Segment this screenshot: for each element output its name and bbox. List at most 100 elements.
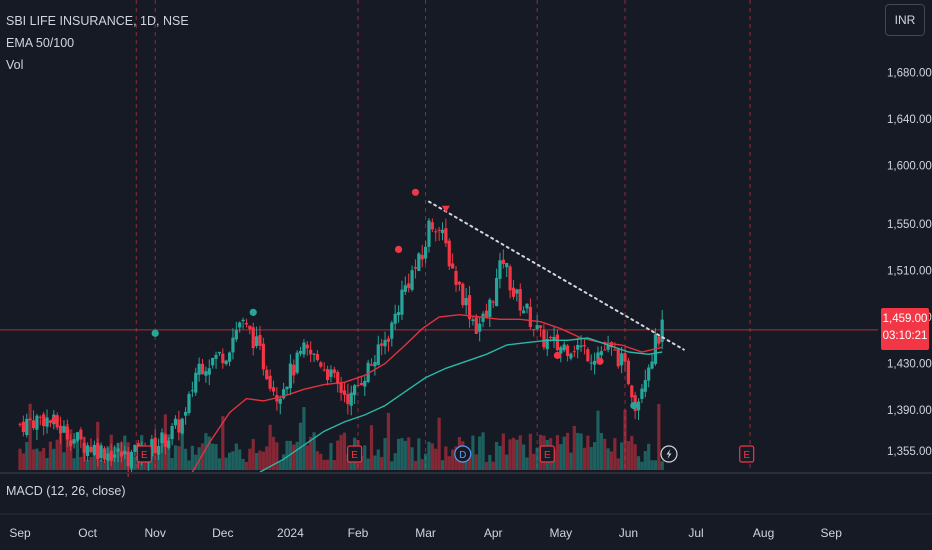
candle-body [380,343,384,346]
candle-body [28,419,32,421]
volume-bar [244,461,249,470]
earnings-flag-icon[interactable]: E [347,445,363,463]
candle-body [626,360,630,385]
candle-body [430,222,434,230]
price-tick-label: 1,390.00 [887,405,932,417]
volume-bar [386,412,391,470]
volume-bar [593,442,597,470]
candle-body [89,446,93,453]
earnings-flag-icon[interactable]: E [739,445,755,463]
candle-body [102,448,107,460]
candle-body [346,393,350,405]
volume-bar [481,432,485,470]
volume-bar [589,447,593,470]
volume-bar [403,440,407,470]
price-axis-bg [878,0,932,472]
volume-bar [609,451,614,470]
volume-bar [636,456,641,470]
candle-body [156,446,161,455]
candle-body [187,393,191,413]
signal-markers [51,188,638,424]
volume-bar [582,447,587,470]
volume-bar [396,438,401,470]
candle-body [75,432,80,441]
candle-body [261,343,265,370]
candle-body [160,432,164,443]
candle-body [227,352,232,362]
candle-body [467,295,472,320]
last-price-value: 1,459.00 [882,313,928,325]
candle-body [241,319,245,322]
ema-legend[interactable]: EMA 50/100 [6,36,75,50]
volume-bar [569,452,573,470]
candle-body [319,362,323,367]
candle-body [593,360,597,365]
earnings-marker-box [739,445,755,463]
volume-bar [417,438,421,470]
lightning-icon[interactable] [660,445,678,463]
time-tick-label: May [549,526,572,540]
candle-body [440,229,445,234]
volume-bar [383,438,387,470]
price-axis[interactable]: 1,355.001,390.001,430.001,470.001,510.00… [878,0,932,472]
pane-dividers [0,472,932,515]
volume-bar [329,443,333,470]
volume-bar [505,454,509,470]
volume-legend[interactable]: Vol [6,58,24,72]
candle-body [484,310,489,318]
volume-bars [18,403,664,470]
candle-body [48,420,53,423]
candle-body [359,382,363,386]
candle-body [420,254,424,260]
volume-bar [45,457,49,470]
candle-body [234,329,238,340]
volume-bar [555,435,560,470]
volume-bar [522,444,526,470]
candle-body [251,327,255,349]
volume-bar [305,445,309,470]
symbol-title[interactable]: SBI LIFE INSURANCE, 1D, NSE [6,14,189,28]
candle-body [268,375,272,389]
volume-bar [349,459,353,470]
candle-body [133,444,137,452]
candle-body [109,450,113,461]
volume-bar [518,435,522,470]
time-tick-label: Oct [78,526,97,540]
candle-body [167,440,171,448]
candle-body [491,301,495,303]
volume-bar [190,445,194,470]
time-axis[interactable]: Sep Oct Nov Dec 2024 Feb Mar Apr May Jun Jul Aug Sep [9,526,842,540]
volume-bar [231,451,235,470]
price-tick-label: 1,640.00 [887,114,932,126]
earnings-flag-icon[interactable]: E [136,445,152,463]
candle-body [657,336,661,344]
volume-bar [309,436,313,470]
ema-lines [191,313,663,473]
trendline[interactable] [427,200,685,351]
earnings-marker-box [539,445,555,463]
time-tick-label: Aug [753,526,774,540]
volume-bar [501,433,505,470]
volume-bar [258,450,262,470]
candle-body [221,353,225,364]
candle-body [42,414,46,427]
volume-bar [630,435,634,470]
candle-body [62,426,66,433]
last-price-badge: 1,459.00 03:10:21 [881,308,929,350]
currency-button[interactable]: INR [885,4,925,36]
volume-bar [427,441,431,470]
candle-body [96,443,100,460]
candle-body [660,319,664,343]
candle-body [569,353,573,359]
candle-body [474,317,478,334]
candle-body [363,380,367,387]
sell-triangle-marker [441,205,450,213]
time-tick-label: Feb [348,526,369,540]
candle-body [603,349,607,351]
dividend-flag-icon[interactable]: D [454,445,472,463]
macd-legend[interactable]: MACD (12, 26, close) [6,484,126,498]
earnings-flag-icon[interactable]: E [539,445,555,463]
